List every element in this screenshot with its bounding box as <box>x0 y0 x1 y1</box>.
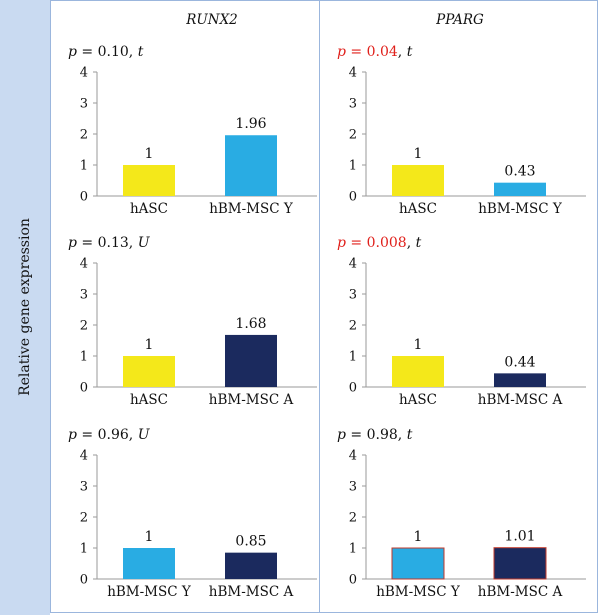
chart-6-tick-label-1: 1 <box>349 542 357 557</box>
chart-4-tick-label-0: 0 <box>349 381 357 396</box>
chart-4-data-label-2: 0.44 <box>504 354 535 370</box>
chart-2-tick-label-4: 4 <box>349 66 357 81</box>
chart-4-data-label-1: 1 <box>414 337 423 353</box>
chart-6-tick-label-0: 0 <box>349 573 357 588</box>
chart-2-data-label-1: 1 <box>414 146 423 162</box>
chart-2-tick-label-0: 0 <box>349 190 357 205</box>
chart-6-bar-hbm-msc-y <box>391 547 445 580</box>
chart-6-p-value: p = 0.98, t <box>337 427 413 443</box>
chart-2-data-label-2: 0.43 <box>504 164 535 180</box>
chart-5-category-label-1: hBM-MSC Y <box>107 584 192 600</box>
chart-6-data-label-1: 1 <box>414 529 423 545</box>
chart-5-tick-label-2: 2 <box>80 511 88 526</box>
chart-5-tick-label-0: 0 <box>80 573 88 588</box>
chart-1-bar-hbm-msc-y <box>225 135 277 196</box>
chart-3-data-label-2: 1.68 <box>235 316 266 332</box>
chart-1-tick-label-0: 0 <box>80 190 88 205</box>
chart-2-bar-hbm-msc-y <box>494 182 546 196</box>
chart-3-category-label-2: hBM-MSC A <box>209 392 294 408</box>
chart-5-tick-label-4: 4 <box>80 449 88 464</box>
chart-1-category-label-2: hBM-MSC Y <box>209 201 294 217</box>
chart-1-category-label-1: hASC <box>130 201 168 217</box>
chart-4-category-label-2: hBM-MSC A <box>478 392 563 408</box>
chart-2-category-label-2: hBM-MSC Y <box>478 201 563 217</box>
chart-4-tick-label-3: 3 <box>349 288 357 303</box>
chart-3-tick-label-4: 4 <box>80 257 88 272</box>
chart-3-data-label-1: 1 <box>145 337 154 353</box>
panel-border <box>50 0 598 613</box>
chart-4-tick-label-2: 2 <box>349 319 357 334</box>
chart-3-bar-hbm-msc-a <box>225 334 277 387</box>
chart-6-tick-label-3: 3 <box>349 480 357 495</box>
chart-1-data-label-2: 1.96 <box>235 116 266 132</box>
chart-5-bar-hbm-msc-y <box>123 548 175 579</box>
chart-5-tick-label-3: 3 <box>80 480 88 495</box>
chart-1-tick-label-4: 4 <box>80 66 88 81</box>
chart-1-data-label-1: 1 <box>145 146 154 162</box>
chart-2-category-label-1: hASC <box>399 201 437 217</box>
chart-3-p-value: p = 0.13, U <box>68 235 151 251</box>
chart-6-category-label-1: hBM-MSC Y <box>376 584 461 600</box>
chart-2-tick-label-3: 3 <box>349 97 357 112</box>
chart-5-tick-label-1: 1 <box>80 542 88 557</box>
chart-4-tick-label-1: 1 <box>349 350 357 365</box>
chart-2-p-value: p = 0.04, t <box>337 44 413 60</box>
chart-3-tick-label-0: 0 <box>80 381 88 396</box>
chart-1-bar-hasc <box>123 165 175 196</box>
y-axis-label-band: Relative gene expression <box>0 0 50 615</box>
chart-4-category-label-1: hASC <box>399 392 437 408</box>
chart-3-category-label-1: hASC <box>130 392 168 408</box>
chart-6-data-label-2: 1.01 <box>504 529 535 545</box>
chart-3-tick-label-2: 2 <box>80 319 88 334</box>
chart-4-p-value: p = 0.008, t <box>337 235 422 251</box>
chart-6-category-label-2: hBM-MSC A <box>478 584 563 600</box>
chart-2-bar-hasc <box>392 165 444 196</box>
chart-5-data-label-2: 0.85 <box>235 534 266 550</box>
column-title-pparg: PPARG <box>435 12 484 28</box>
chart-4-bar-hbm-msc-a <box>494 373 546 387</box>
chart-3-tick-label-1: 1 <box>80 350 88 365</box>
chart-1-tick-label-2: 2 <box>80 128 88 143</box>
column-title-runx2: RUNX2 <box>185 12 238 28</box>
chart-3-tick-label-3: 3 <box>80 288 88 303</box>
chart-1-tick-label-3: 3 <box>80 97 88 112</box>
chart-6-tick-label-4: 4 <box>349 449 357 464</box>
chart-5-data-label-1: 1 <box>145 529 154 545</box>
chart-1-p-value: p = 0.10, t <box>68 44 144 60</box>
column-divider <box>319 0 320 613</box>
chart-4-tick-label-4: 4 <box>349 257 357 272</box>
chart-6-tick-label-2: 2 <box>349 511 357 526</box>
chart-5-category-label-2: hBM-MSC A <box>209 584 294 600</box>
chart-2-tick-label-2: 2 <box>349 128 357 143</box>
chart-4-bar-hasc <box>392 356 444 387</box>
chart-1-tick-label-1: 1 <box>80 159 88 174</box>
chart-3-bar-hasc <box>123 356 175 387</box>
chart-2-tick-label-1: 1 <box>349 159 357 174</box>
chart-5-p-value: p = 0.96, U <box>68 427 151 443</box>
chart-6-bar-hbm-msc-a <box>493 547 547 580</box>
chart-5-bar-hbm-msc-a <box>225 552 277 579</box>
